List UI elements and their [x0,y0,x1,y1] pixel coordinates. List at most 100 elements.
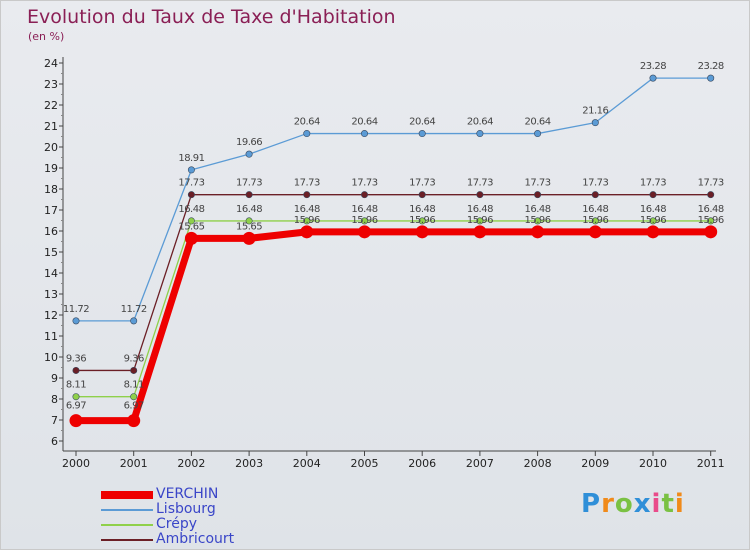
x-tick-label: 2009 [581,457,609,470]
data-point [245,191,253,199]
data-point [704,225,718,239]
brand-letter: i [674,489,685,519]
chart-title: Evolution du Taux de Taxe d'Habitation [27,6,396,28]
data-point [130,366,138,374]
y-tick-label: 16 [44,225,58,238]
data-label: 11.72 [63,304,89,315]
y-tick-label: 15 [44,246,58,259]
data-label: 8.11 [124,380,144,391]
data-point [591,217,599,225]
data-point [649,74,657,82]
data-label: 11.72 [121,304,147,315]
y-tick-label: 11 [44,330,58,343]
data-label: 8.11 [66,380,86,391]
legend-label: Lisbourg [156,501,216,517]
data-point [127,414,141,428]
legend-item: Lisbourg [101,501,271,518]
data-point [360,130,368,138]
y-tick-label: 14 [44,267,58,280]
data-label: 17.73 [582,178,608,189]
brand-letter: t [661,489,675,519]
data-label: 20.64 [351,117,377,128]
y-tick-label: 20 [44,141,58,154]
data-label: 17.73 [351,178,377,189]
brand-letter: i [651,489,662,519]
data-point [531,225,545,239]
data-label: 15.96 [698,215,724,226]
data-label: 16.48 [582,204,608,215]
legend-item: Ambricourt [101,531,271,548]
legend-swatch [101,509,153,511]
data-point [360,191,368,199]
data-label: 9.36 [66,353,86,364]
data-point [69,414,83,428]
series-line [72,228,715,425]
data-label: 23.28 [640,61,666,72]
data-point [130,393,138,401]
data-point [245,217,253,225]
legend-label: VERCHIN [156,486,219,502]
data-label: 16.48 [178,204,204,215]
series-line [75,77,712,322]
data-label: 16.48 [236,204,262,215]
x-tick-label: 2001 [120,457,148,470]
legend-item: Crépy [101,516,271,533]
data-label: 17.73 [467,178,493,189]
data-point [476,217,484,225]
data-point [534,130,542,138]
data-label: 15.96 [525,215,551,226]
brand-letter: o [614,489,634,519]
data-label: 16.48 [294,204,320,215]
x-tick-label: 2003 [235,457,263,470]
data-label: 16.48 [640,204,666,215]
legend-label: Crépy [156,516,198,532]
data-label: 15.96 [351,215,377,226]
x-tick-label: 2007 [466,457,494,470]
data-label: 15.65 [236,221,262,232]
data-label: 21.16 [582,106,608,117]
data-label: 20.64 [409,117,435,128]
y-tick-label: 7 [51,414,58,427]
data-label: 6.97 [124,401,144,412]
data-label: 19.66 [236,137,262,148]
y-tick-label: 12 [44,309,58,322]
data-label: 16.48 [698,204,724,215]
data-label: 20.64 [525,117,551,128]
data-point [707,74,715,82]
data-label: 15.96 [582,215,608,226]
data-point [707,217,715,225]
data-label: 9.36 [124,353,144,364]
series-line [75,220,712,398]
data-point [184,231,198,245]
data-label: 17.73 [409,178,435,189]
x-tick-label: 2008 [524,457,552,470]
data-point [72,393,80,401]
data-point [646,225,660,239]
data-point [303,217,311,225]
data-label: 15.96 [294,215,320,226]
data-point [534,217,542,225]
y-tick-label: 10 [44,351,58,364]
y-tick-label: 18 [44,183,58,196]
data-label: 17.73 [640,178,666,189]
y-tick-label: 19 [44,162,58,175]
data-point [418,217,426,225]
data-label: 17.73 [525,178,551,189]
data-point [303,130,311,138]
x-tick-label: 2000 [62,457,90,470]
legend-swatch [101,491,153,499]
data-point [187,166,195,174]
data-point [72,366,80,374]
x-tick-label: 2005 [351,457,379,470]
legend-label: Ambricourt [156,531,235,547]
legend-swatch [101,539,153,541]
data-point [476,191,484,199]
y-tick-label: 17 [44,204,58,217]
data-point [591,191,599,199]
legend-swatch [101,524,153,526]
data-label: 17.73 [698,178,724,189]
y-tick-label: 6 [51,435,58,448]
x-tick-label: 2011 [697,457,725,470]
data-point [476,130,484,138]
